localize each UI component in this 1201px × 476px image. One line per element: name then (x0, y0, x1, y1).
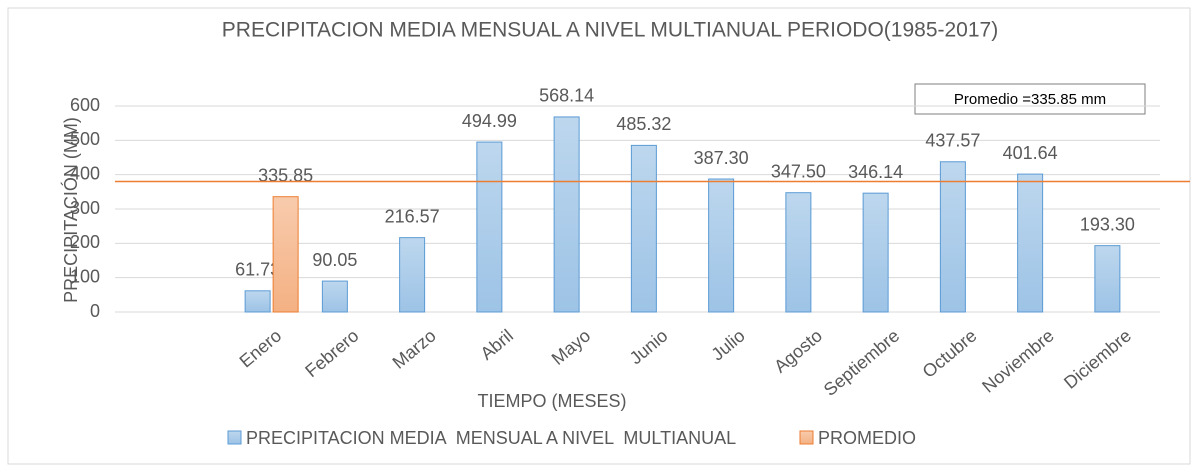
data-label: 485.32 (616, 114, 671, 134)
bar (272, 196, 299, 313)
bar (321, 280, 348, 313)
chart-border (7, 7, 1191, 465)
legend-swatch (227, 430, 242, 445)
data-label: 90.05 (312, 250, 357, 270)
bar (1017, 173, 1044, 313)
chart-title: PRECIPITACION MEDIA MENSUAL A NIVEL MULT… (222, 19, 998, 42)
x-tick-label: Mayo (548, 325, 595, 369)
legend-swatch (799, 430, 814, 445)
y-tick-label: 200 (70, 232, 100, 252)
annotation-box (914, 83, 1146, 115)
data-label: 387.30 (694, 148, 749, 168)
data-label: 568.14 (539, 86, 594, 106)
bar (862, 192, 889, 313)
bar (244, 290, 271, 313)
bar (553, 116, 580, 313)
x-tick-label: Julio (708, 325, 749, 364)
bar (1094, 245, 1121, 313)
x-tick-label: Abril (477, 325, 517, 363)
y-tick-label: 100 (70, 266, 100, 286)
bar (708, 178, 735, 313)
y-tick-label: 400 (70, 163, 100, 183)
data-label: 347.50 (771, 161, 826, 181)
y-tick-label: 0 (90, 301, 100, 321)
bar (476, 141, 503, 313)
bar (399, 237, 426, 313)
legend-label: PROMEDIO (818, 428, 916, 448)
x-tick-label: Octubre (919, 325, 981, 381)
x-axis-label: TIEMPO (MESES) (477, 391, 626, 411)
bar (785, 192, 812, 313)
data-label: 335.85 (258, 165, 313, 185)
x-tick-label: Enero (236, 325, 286, 371)
x-tick-label: Septiembre (820, 325, 903, 399)
annotation: Promedio =335.85 mm (954, 91, 1106, 108)
y-tick-label: 300 (70, 198, 100, 218)
y-axis-label: PRECIPITACIÓN (MM) (60, 117, 81, 303)
data-label: 61.73 (235, 260, 280, 280)
data-label: 401.64 (1003, 143, 1058, 163)
y-tick-label: 600 (70, 95, 100, 115)
data-label: 216.57 (385, 206, 440, 226)
data-label: 193.30 (1080, 214, 1135, 234)
x-tick-label: Noviembre (978, 325, 1058, 396)
x-tick-label: Marzo (389, 325, 440, 372)
data-label: 346.14 (848, 162, 903, 182)
data-label: 494.99 (462, 111, 517, 131)
bar (630, 144, 657, 313)
x-tick-label: Junio (626, 325, 672, 368)
data-label: 437.57 (925, 131, 980, 151)
legend-label: PRECIPITACION MEDIA MENSUAL A NIVEL MULT… (246, 428, 736, 448)
x-tick-label: Agosto (770, 325, 826, 376)
y-tick-label: 500 (70, 129, 100, 149)
x-tick-label: Febrero (301, 325, 362, 381)
x-tick-label: Diciembre (1060, 325, 1135, 392)
bar (939, 161, 966, 313)
